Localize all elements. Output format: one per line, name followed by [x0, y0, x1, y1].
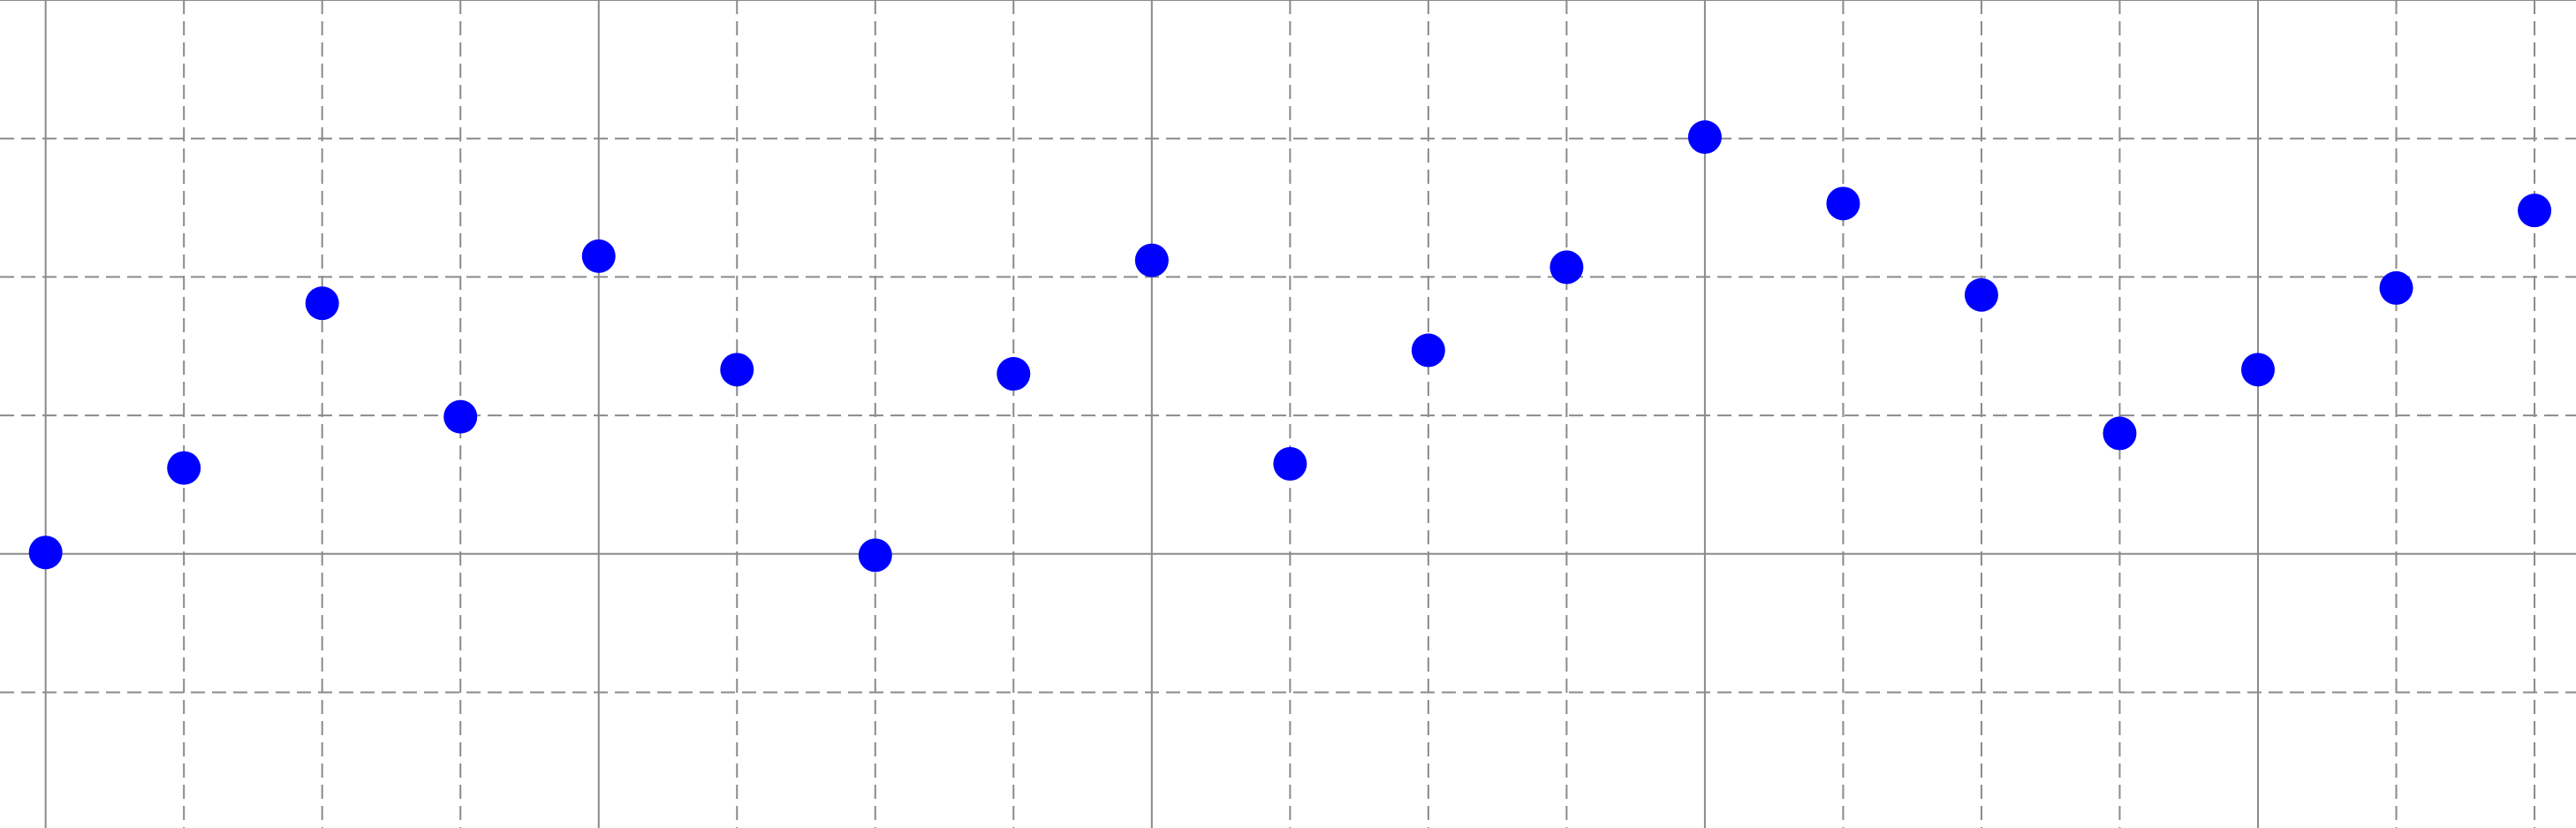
data-point — [581, 239, 616, 273]
data-point — [2379, 270, 2413, 305]
data-point — [1134, 243, 1169, 277]
data-points — [28, 120, 2552, 573]
data-point — [1687, 120, 1722, 155]
data-point — [443, 399, 478, 434]
data-point — [1549, 250, 1584, 285]
data-point — [996, 357, 1031, 391]
data-point — [167, 451, 201, 485]
data-point — [1964, 277, 1998, 312]
data-point — [1826, 186, 1860, 221]
data-point — [858, 538, 892, 573]
data-point — [2241, 353, 2275, 387]
data-point — [1273, 446, 1307, 481]
data-point — [2518, 194, 2552, 228]
data-point — [28, 536, 63, 570]
data-point — [2102, 416, 2137, 451]
data-point — [1411, 333, 1445, 368]
data-point — [720, 353, 754, 387]
data-point — [305, 286, 339, 321]
